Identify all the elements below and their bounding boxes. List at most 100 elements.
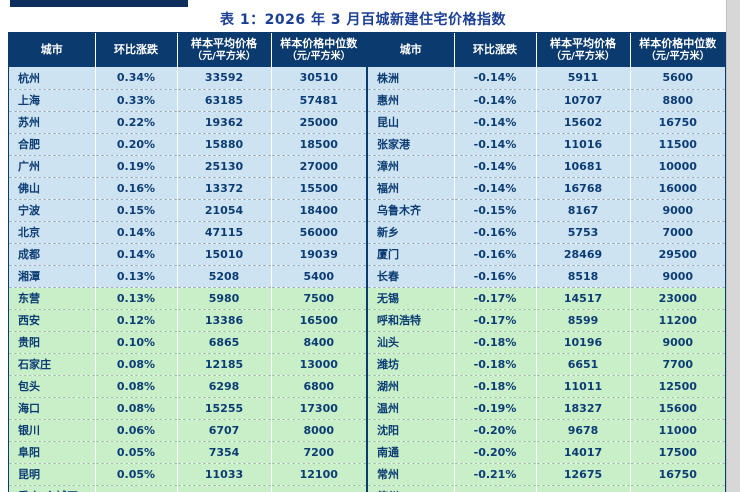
median-cell: 18500	[270, 133, 366, 156]
table-row: 常州 -0.21% 12675 16750	[368, 463, 725, 486]
avg-cell: 7354	[176, 441, 271, 464]
right-table: 城市 环比涨跌 样本平均价格 （元/平方米） 样本价格中位数 （元/平方米） 株洲 -0.14…	[368, 33, 725, 492]
table-row: 苏州 0.22% 19362 25000	[9, 111, 366, 134]
change-cell: 0.33%	[94, 89, 177, 112]
city-cell: 潍坊	[368, 353, 454, 376]
city-cell: 汕头	[368, 331, 454, 354]
change-cell: -0.16%	[453, 243, 536, 266]
col-header-avg: 样本平均价格 （元/平方米）	[535, 33, 630, 67]
header-row: 城市 环比涨跌 样本平均价格 （元/平方米） 样本价格中位数 （元/平方米）	[9, 33, 366, 67]
city-cell: 上海	[9, 89, 95, 112]
table-row: 昆明 0.05% 11033 12100	[9, 463, 366, 486]
median-cell: 57481	[270, 89, 366, 112]
change-cell: 0.12%	[94, 309, 177, 332]
col-header-label: 城市	[40, 43, 63, 57]
change-cell: -0.14%	[453, 89, 536, 112]
change-cell: -0.20%	[453, 419, 536, 442]
change-cell: -0.18%	[453, 375, 536, 398]
median-cell: 8000	[270, 419, 366, 442]
table-row: 漳州 -0.14% 10681 10000	[368, 155, 725, 178]
avg-cell: 18327	[535, 397, 630, 420]
median-cell: 8400	[270, 331, 366, 354]
avg-cell: 12185	[176, 353, 271, 376]
median-cell: 13000	[270, 485, 366, 492]
city-cell: 海口	[9, 397, 95, 420]
table-row: 福州 -0.14% 16768 16000	[368, 177, 725, 200]
median-cell: 5400	[270, 265, 366, 288]
table-row: 佛山 0.16% 13372 15500	[9, 177, 366, 200]
median-cell: 7700	[629, 353, 725, 376]
avg-cell: 5753	[535, 221, 630, 244]
city-cell: 贵阳	[9, 331, 95, 354]
city-cell: 昆山	[368, 111, 454, 134]
table-row: 石家庄 0.08% 12185 13000	[9, 353, 366, 376]
change-cell: 0.08%	[94, 397, 177, 420]
avg-cell: 14017	[535, 441, 630, 464]
avg-cell: 8167	[535, 199, 630, 222]
city-cell: 张家港	[368, 133, 454, 156]
change-cell: 0.15%	[94, 199, 177, 222]
city-cell: 宁波	[9, 199, 95, 222]
table-row: 海口 0.08% 15255 17300	[9, 397, 366, 420]
table-row: 宁波 0.15% 21054 18400	[9, 199, 366, 222]
col-header-change: 环比涨跌	[94, 33, 177, 67]
change-cell: 0.22%	[94, 111, 177, 134]
city-cell: 重庆(主城区)	[9, 485, 95, 492]
avg-cell: 9678	[535, 419, 630, 442]
city-cell: 阜阳	[9, 441, 95, 464]
change-cell: 0.16%	[94, 177, 177, 200]
change-cell: -0.14%	[453, 155, 536, 178]
city-cell: 东营	[9, 287, 95, 310]
change-cell: 0.10%	[94, 331, 177, 354]
city-cell: 常州	[368, 463, 454, 486]
median-cell: 17500	[629, 441, 725, 464]
median-cell: 9000	[629, 199, 725, 222]
avg-cell: 12675	[535, 463, 630, 486]
median-cell: 25000	[270, 111, 366, 134]
table-row: 西安 0.12% 13386 16500	[9, 309, 366, 332]
change-cell: -0.19%	[453, 397, 536, 420]
change-cell: -0.16%	[453, 221, 536, 244]
table-row: 潍坊 -0.18% 6651 7700	[368, 353, 725, 376]
median-cell: 6800	[270, 375, 366, 398]
change-cell: 0.20%	[94, 133, 177, 156]
table-row: 惠州 -0.14% 10707 8800	[368, 89, 725, 112]
median-cell: 11500	[629, 133, 725, 156]
change-cell: -0.20%	[453, 441, 536, 464]
col-header-unit: （元/平方米）	[192, 50, 256, 62]
avg-cell: 5980	[176, 287, 271, 310]
city-cell: 株洲	[368, 67, 454, 90]
avg-cell: 16768	[535, 177, 630, 200]
avg-cell: 6557	[535, 485, 630, 492]
change-cell: -0.18%	[453, 331, 536, 354]
table-row: 南通 -0.20% 14017 17500	[368, 441, 725, 464]
avg-cell: 13386	[176, 309, 271, 332]
median-cell: 19039	[270, 243, 366, 266]
city-cell: 新乡	[368, 221, 454, 244]
city-cell: 福州	[368, 177, 454, 200]
median-cell: 16500	[270, 309, 366, 332]
avg-cell: 5911	[535, 67, 630, 90]
avg-cell: 6707	[176, 419, 271, 442]
table-row: 汕头 -0.18% 10196 9000	[368, 331, 725, 354]
col-header-label: 样本价格中位数	[280, 36, 358, 50]
median-cell: 15600	[629, 397, 725, 420]
city-cell: 包头	[9, 375, 95, 398]
change-cell: -0.16%	[453, 265, 536, 288]
table-row: 无锡 -0.17% 14517 23000	[368, 287, 725, 310]
table-row: 长春 -0.16% 8518 9000	[368, 265, 725, 288]
city-cell: 沈阳	[368, 419, 454, 442]
change-cell: 0.13%	[94, 287, 177, 310]
city-cell: 南通	[368, 441, 454, 464]
city-cell: 温州	[368, 397, 454, 420]
median-cell: 11000	[629, 419, 725, 442]
col-header-label: 样本平均价格	[191, 36, 257, 50]
city-cell: 苏州	[9, 111, 95, 134]
table-row: 德州-0.21%65576950	[368, 485, 725, 492]
change-cell: 0.04%	[94, 485, 177, 492]
city-cell: 北京	[9, 221, 95, 244]
city-cell: 昆明	[9, 463, 95, 486]
change-cell: -0.21%	[453, 463, 536, 486]
change-cell: 0.08%	[94, 375, 177, 398]
